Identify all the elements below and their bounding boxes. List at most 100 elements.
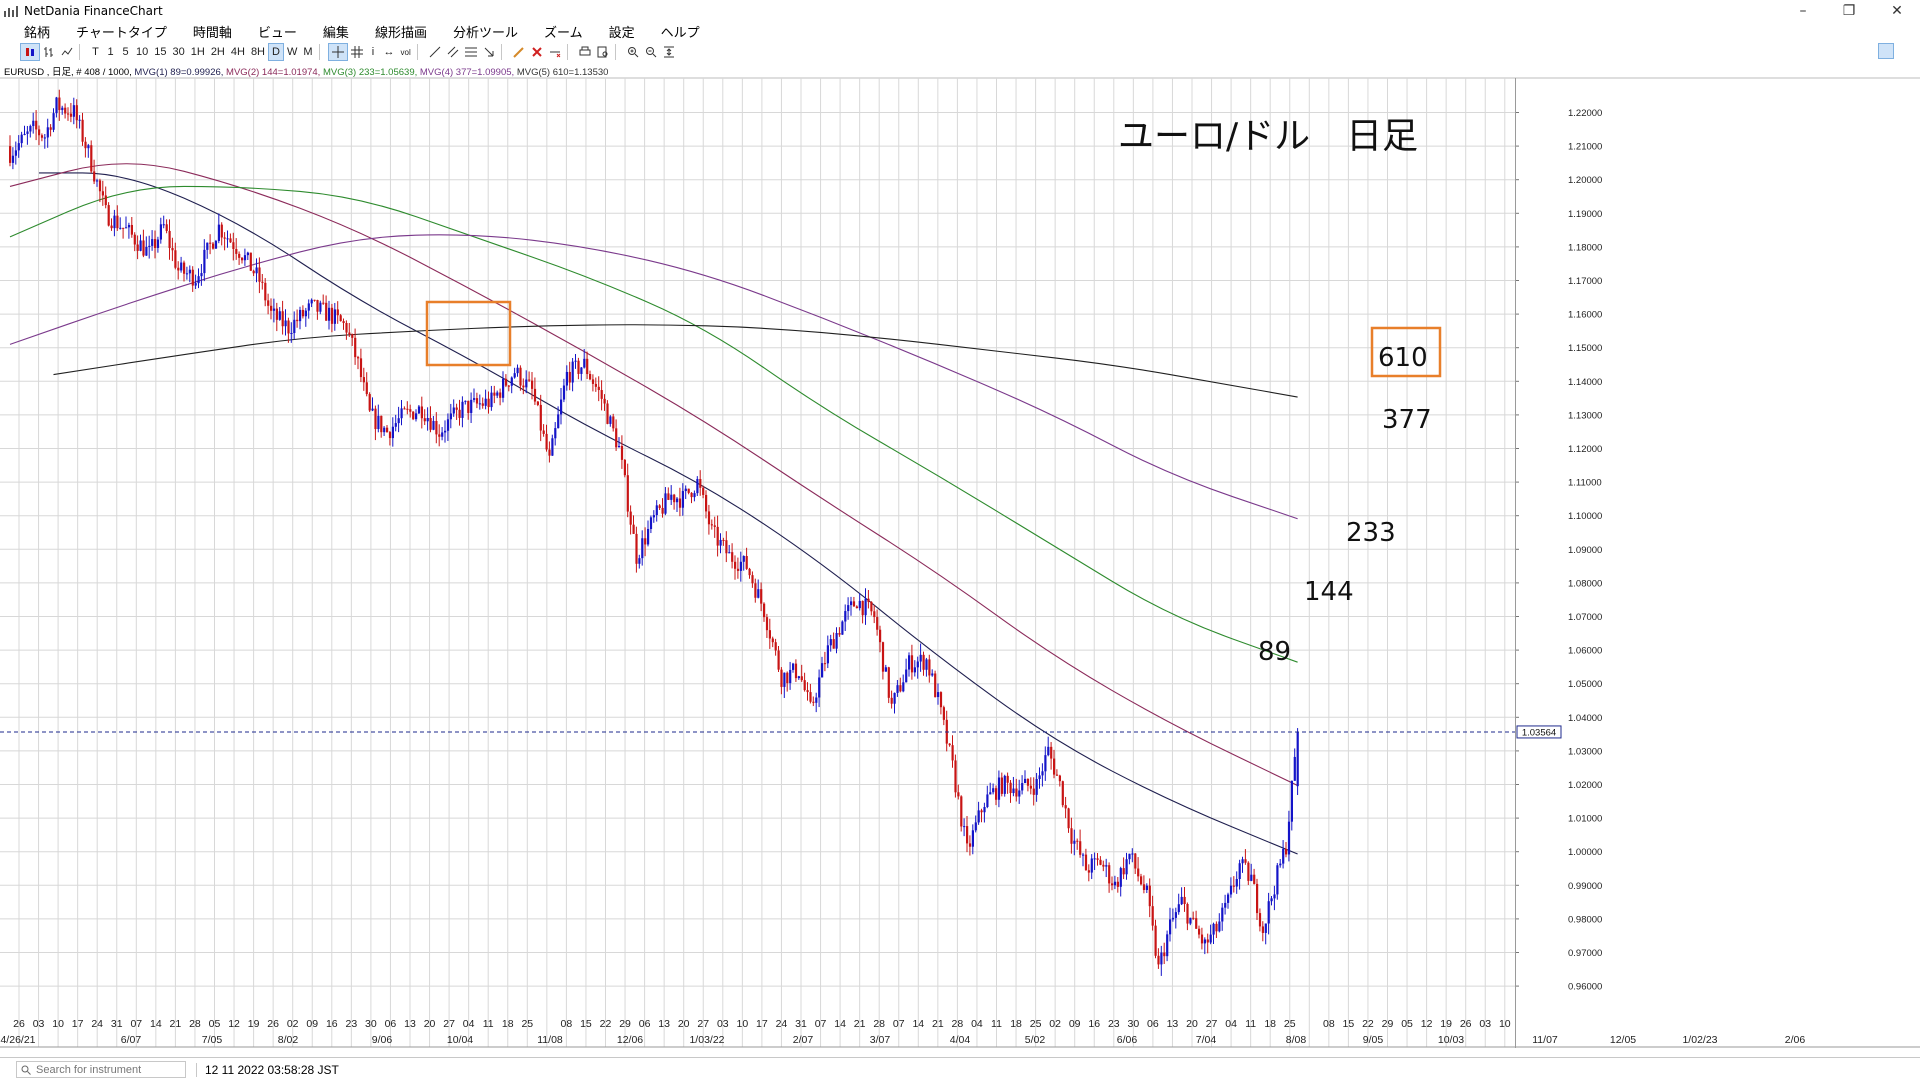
candle (359, 358, 363, 378)
tf-monthly[interactable]: M (303, 46, 313, 58)
menu-chart-type[interactable]: チャートタイプ (76, 25, 167, 41)
candle (1009, 782, 1012, 794)
candle (357, 357, 360, 359)
candle (420, 406, 423, 419)
candle (1015, 788, 1018, 797)
candle (887, 667, 890, 698)
zoom-out-icon[interactable] (642, 43, 660, 61)
tf-1[interactable]: 1 (107, 46, 114, 58)
zoom-in-icon[interactable] (624, 43, 642, 61)
candle (409, 409, 412, 412)
candle (942, 707, 945, 720)
delete-icon[interactable] (528, 43, 546, 61)
date-tick-label: 17 (72, 1018, 84, 1030)
candle (1148, 885, 1151, 907)
tf-5[interactable]: 5 (122, 46, 129, 58)
candle (252, 270, 255, 274)
candle (397, 418, 400, 424)
candle (223, 237, 226, 239)
candle (127, 224, 131, 228)
ohlc-bar-icon[interactable] (40, 43, 58, 61)
menu-settings[interactable]: 設定 (608, 25, 635, 41)
scroll-icon[interactable]: ↔ (383, 46, 395, 58)
candle (995, 788, 998, 800)
date-tick-label: 22 (600, 1018, 612, 1030)
tf-30[interactable]: 30 (172, 46, 185, 58)
menu-zoom[interactable]: ズーム (543, 25, 583, 41)
date-month-label: 7/05 (202, 1034, 223, 1046)
arrow-icon[interactable] (480, 43, 498, 61)
info-icon[interactable]: i (371, 46, 375, 58)
tf-15[interactable]: 15 (154, 46, 167, 58)
tf-8h[interactable]: 8H (250, 46, 265, 58)
date-tick-label: 02 (1049, 1018, 1061, 1030)
candle (290, 333, 293, 335)
print-icon[interactable] (576, 43, 594, 61)
candle (1250, 874, 1253, 881)
panel-toggle-icon[interactable] (1878, 43, 1894, 59)
menu-timeframe[interactable]: 時間軸 (192, 25, 232, 41)
candle (1261, 926, 1264, 933)
candle (58, 97, 61, 111)
candlestick-icon[interactable] (20, 43, 40, 61)
tf-10[interactable]: 10 (136, 46, 149, 58)
delete-all-icon[interactable] (546, 43, 564, 61)
menu-edit[interactable]: 編集 (322, 25, 349, 41)
date-tick-label: 27 (443, 1018, 455, 1030)
maximize-button[interactable]: ❐ (1842, 3, 1856, 19)
print-preview-icon[interactable] (594, 43, 612, 61)
date-tick-label: 16 (1088, 1018, 1100, 1030)
fibonacci-icon[interactable] (462, 43, 480, 61)
price-tick-label: 1.02000 (1568, 780, 1602, 791)
date-tick-label: 27 (697, 1018, 709, 1030)
candle (119, 227, 122, 229)
volume-icon[interactable]: vol (400, 47, 411, 57)
candle (586, 358, 589, 375)
tf-weekly[interactable]: W (286, 46, 298, 58)
tf-4h[interactable]: 4H (230, 46, 245, 58)
tf-daily[interactable]: D (268, 43, 284, 61)
candle (174, 250, 177, 268)
menu-symbol[interactable]: 銘柄 (24, 25, 51, 41)
candle (1131, 853, 1134, 855)
candle (513, 373, 516, 378)
menu-view[interactable]: ビュー (257, 25, 297, 41)
minimize-button[interactable]: – (1799, 3, 1807, 19)
candle (287, 320, 290, 334)
candle (705, 494, 708, 512)
tf-tick[interactable]: T (92, 46, 99, 58)
candle (728, 552, 731, 554)
candle (1235, 879, 1238, 887)
candle (275, 308, 278, 320)
candle (1264, 923, 1267, 933)
crosshair-icon[interactable] (327, 43, 348, 61)
candle (971, 830, 974, 847)
price-chart[interactable]: 1.22000 1.21000 1.20000 1.19000 1.18000 1.170… (0, 0, 1920, 1057)
candle (133, 234, 136, 245)
candle (380, 415, 383, 433)
channel-icon[interactable] (444, 43, 462, 61)
ma-label-610: 610 (1378, 343, 1428, 373)
grid-icon[interactable] (348, 43, 366, 61)
instrument-search-input[interactable]: Search for instrument (16, 1061, 186, 1078)
highlight-box-610 (1370, 326, 1442, 378)
menu-help[interactable]: ヘルプ (660, 25, 700, 41)
date-tick-label: 11 (483, 1018, 494, 1030)
candle (670, 494, 673, 500)
candle (545, 433, 548, 450)
tf-1h[interactable]: 1H (190, 46, 205, 58)
tf-2h[interactable]: 2H (210, 46, 225, 58)
menu-analysis-tools[interactable]: 分析ツール (452, 25, 518, 41)
candle (162, 224, 165, 226)
fit-icon[interactable] (660, 43, 678, 61)
date-tick-label: 05 (209, 1018, 221, 1030)
close-button[interactable]: ✕ (1891, 3, 1903, 19)
candle (1282, 849, 1285, 864)
menu-line-drawing[interactable]: 線形描画 (374, 25, 427, 41)
pen-icon[interactable] (510, 43, 528, 61)
line-chart-icon[interactable] (58, 43, 76, 61)
candle (502, 378, 505, 398)
candle (496, 392, 499, 396)
candle (1067, 808, 1070, 829)
trendline-icon[interactable] (426, 43, 444, 61)
